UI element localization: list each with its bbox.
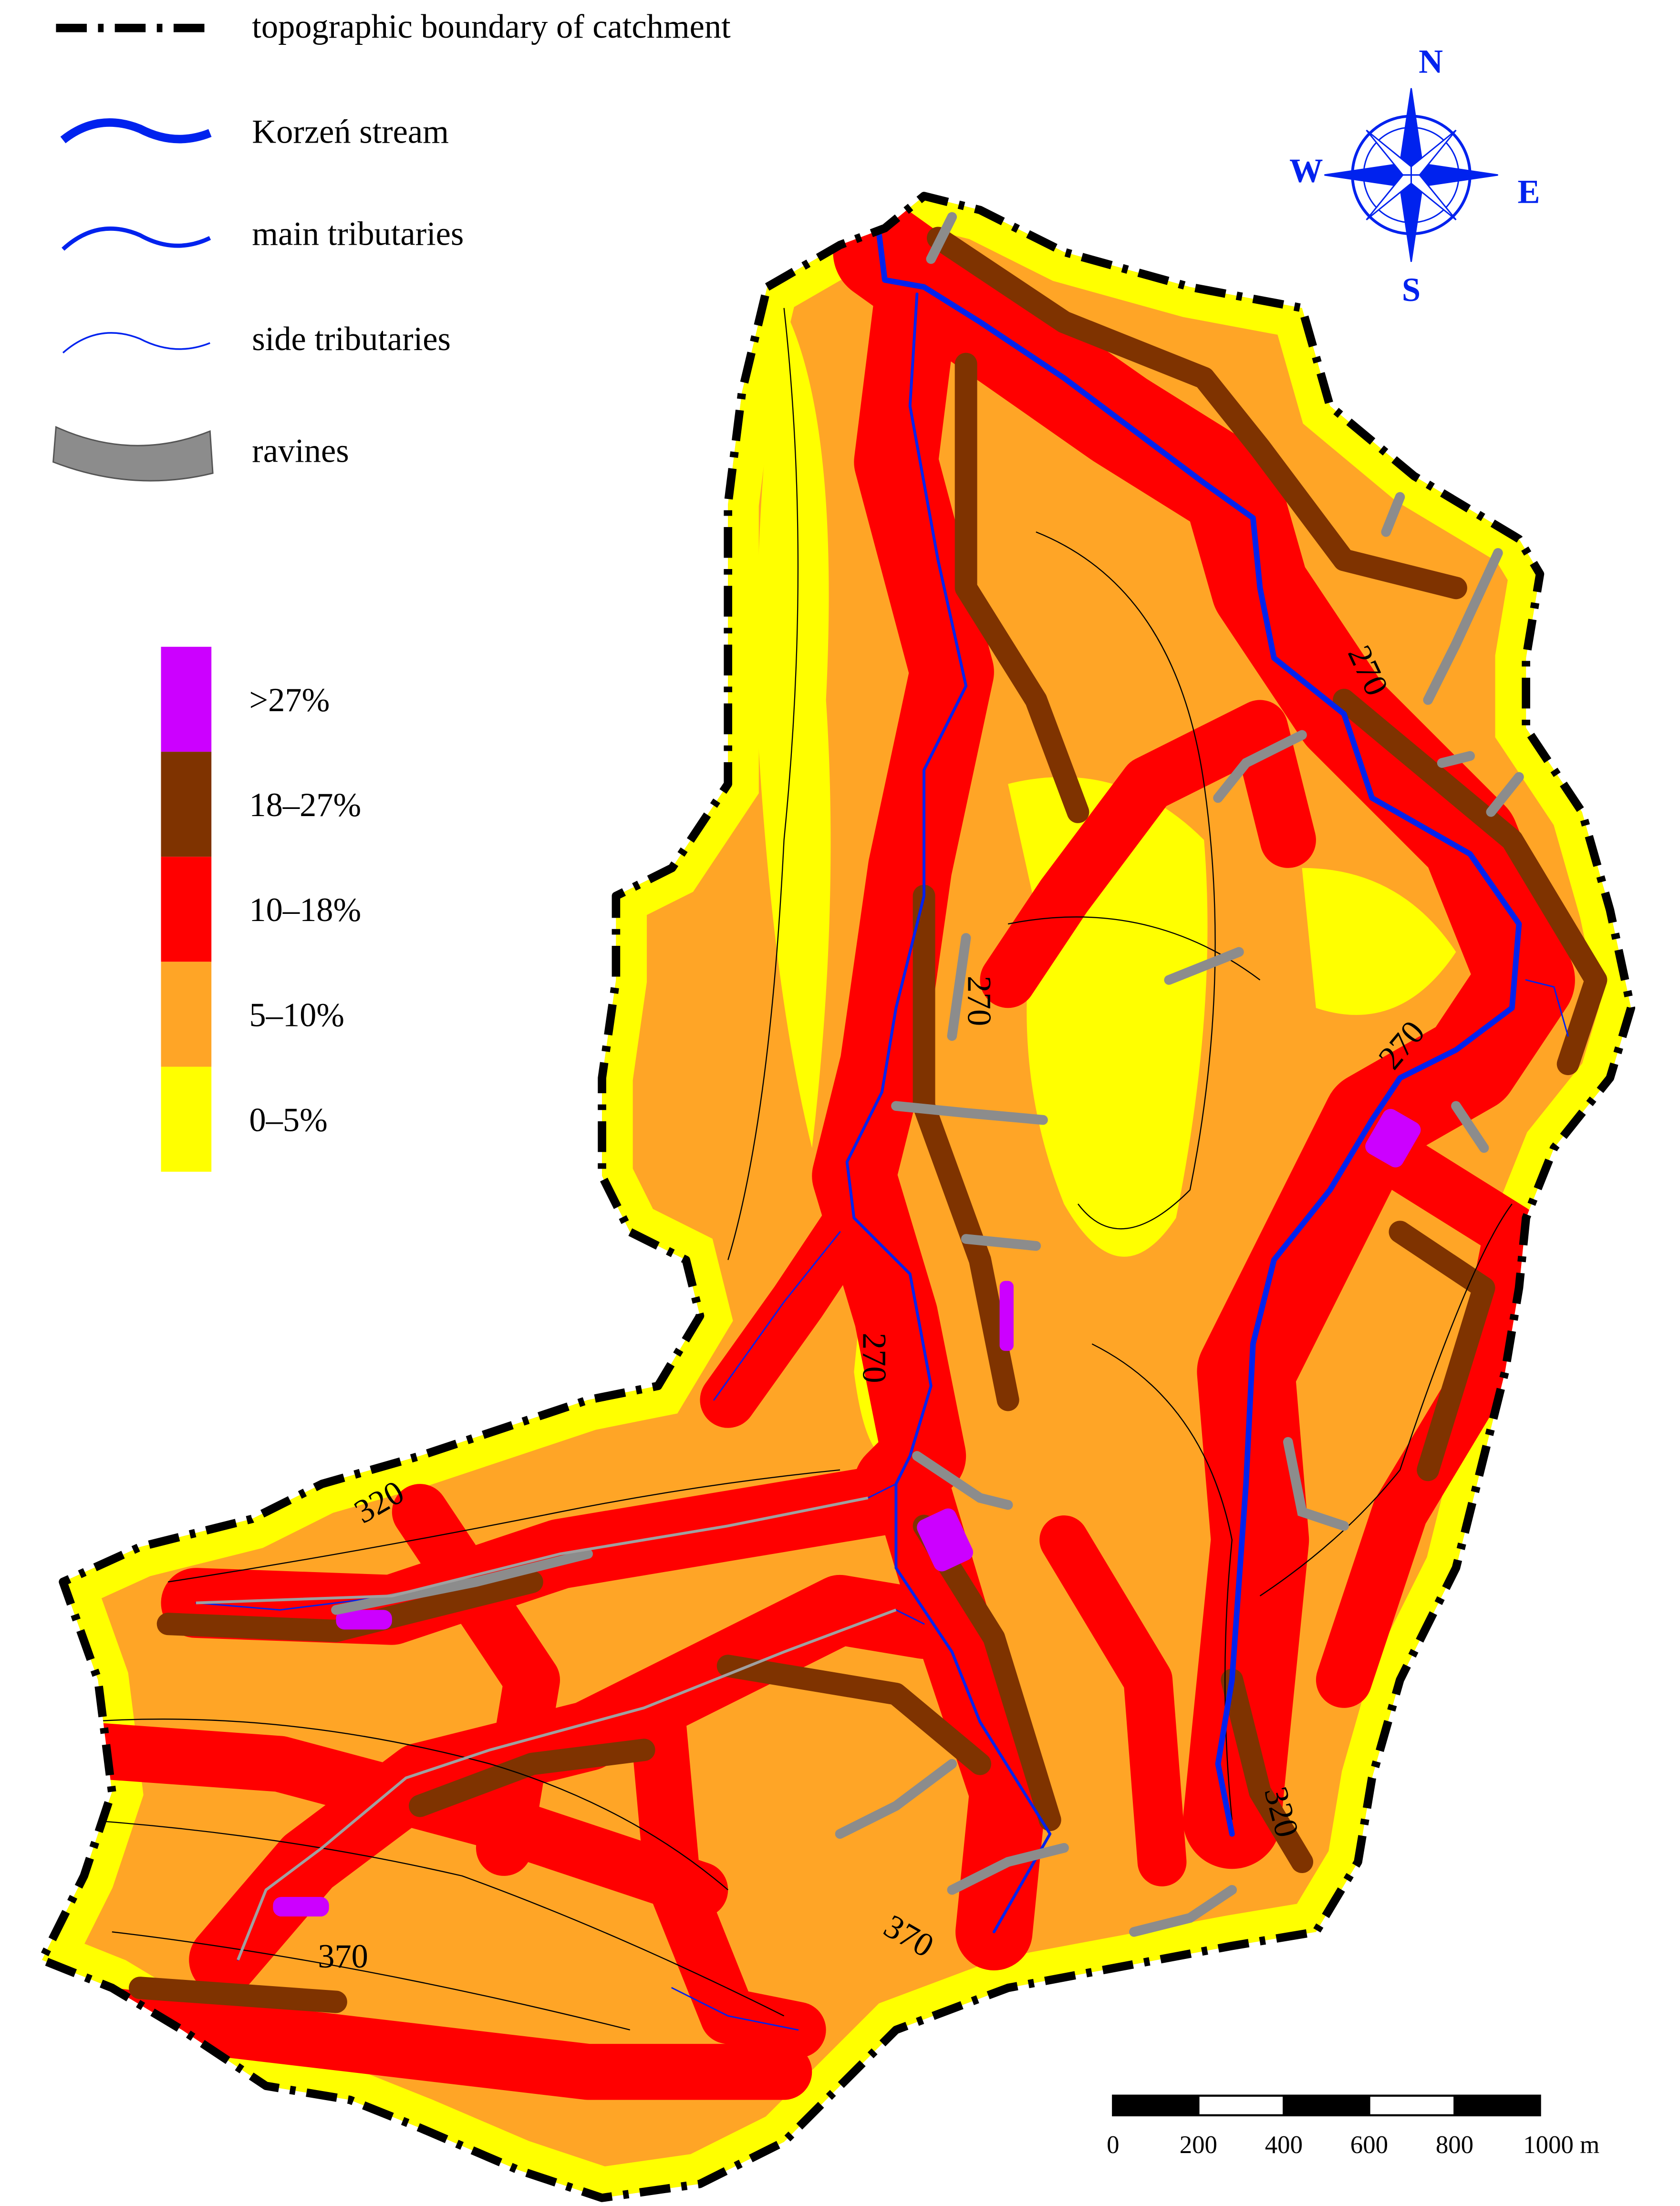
legend-label: main tributaries xyxy=(252,216,464,253)
compass-e: E xyxy=(1518,174,1540,211)
legend-label: topographic boundary of catchment xyxy=(252,8,731,45)
scale-tick-label: 200 xyxy=(1180,2131,1217,2159)
slope-label: 0–5% xyxy=(249,1101,327,1139)
slope-swatch xyxy=(161,962,212,1067)
scale-tick-label: 400 xyxy=(1265,2131,1303,2159)
contour-label: 270 xyxy=(961,976,998,1026)
slope-label: 5–10% xyxy=(249,996,344,1034)
compass-s: S xyxy=(1402,271,1421,309)
legend-label: ravines xyxy=(252,433,349,470)
legend-ravine-sample xyxy=(52,425,214,482)
slope-label: 10–18% xyxy=(249,891,361,929)
slope-label: 18–27% xyxy=(249,787,361,824)
compass xyxy=(1324,88,1498,262)
scale-segment xyxy=(1283,2094,1370,2116)
legend-main-trib-sample xyxy=(62,226,211,251)
slope-swatch xyxy=(161,857,212,962)
scale-segment xyxy=(1368,2094,1456,2116)
scale-tick-label: 0 xyxy=(1107,2131,1119,2159)
scale-segment xyxy=(1197,2094,1285,2116)
legend-label: Korzeń stream xyxy=(252,113,449,150)
scale-segment xyxy=(1453,2094,1541,2116)
scale-tick-label: 600 xyxy=(1350,2131,1388,2159)
contour-label: 270 xyxy=(855,1333,892,1383)
scale-tick-label: 1000 m xyxy=(1523,2131,1599,2159)
legend-stream-sample xyxy=(60,118,212,144)
contour-label: 370 xyxy=(318,1938,368,1975)
scale-tick-label: 800 xyxy=(1436,2131,1473,2159)
legend-label: side tributaries xyxy=(252,321,451,358)
slope-swatch xyxy=(161,646,212,752)
compass-w: W xyxy=(1289,153,1323,190)
slope-swatch xyxy=(161,1067,212,1172)
scale-segment xyxy=(1112,2094,1200,2116)
compass-letters: N E S W xyxy=(1289,43,1540,309)
compass-n: N xyxy=(1419,43,1443,81)
slope-swatch xyxy=(161,752,212,857)
slope-label: >27% xyxy=(249,682,330,719)
legend-side-trib-sample xyxy=(62,332,210,353)
